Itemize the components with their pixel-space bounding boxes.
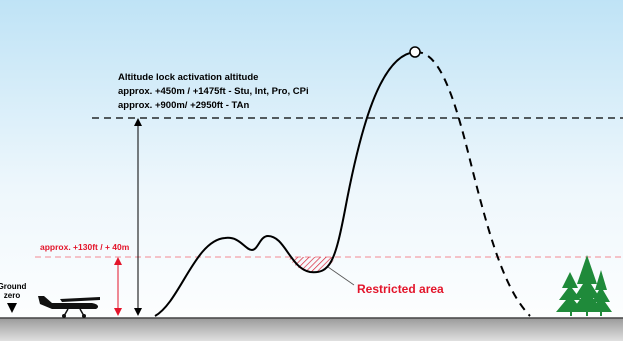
activation-line-1: approx. +450m / +1475ft - Stu, Int, Pro,…	[118, 86, 309, 97]
activation-line-2: approx. +900m/ +2950ft - TAn	[118, 100, 249, 111]
low-altitude-label: approx. +130ft / + 40m	[40, 242, 130, 252]
page: Restricted area Altitude lock activation…	[0, 0, 623, 341]
ground	[0, 318, 623, 341]
ground-zero-label: Ground	[0, 282, 27, 291]
sky	[0, 0, 623, 341]
restricted-label: Restricted area	[357, 282, 444, 296]
ground-zero-label: zero	[4, 291, 21, 300]
diagram: Restricted area Altitude lock activation…	[0, 0, 623, 341]
peak-point	[410, 47, 420, 57]
activation-title: Altitude lock activation altitude	[118, 72, 258, 83]
